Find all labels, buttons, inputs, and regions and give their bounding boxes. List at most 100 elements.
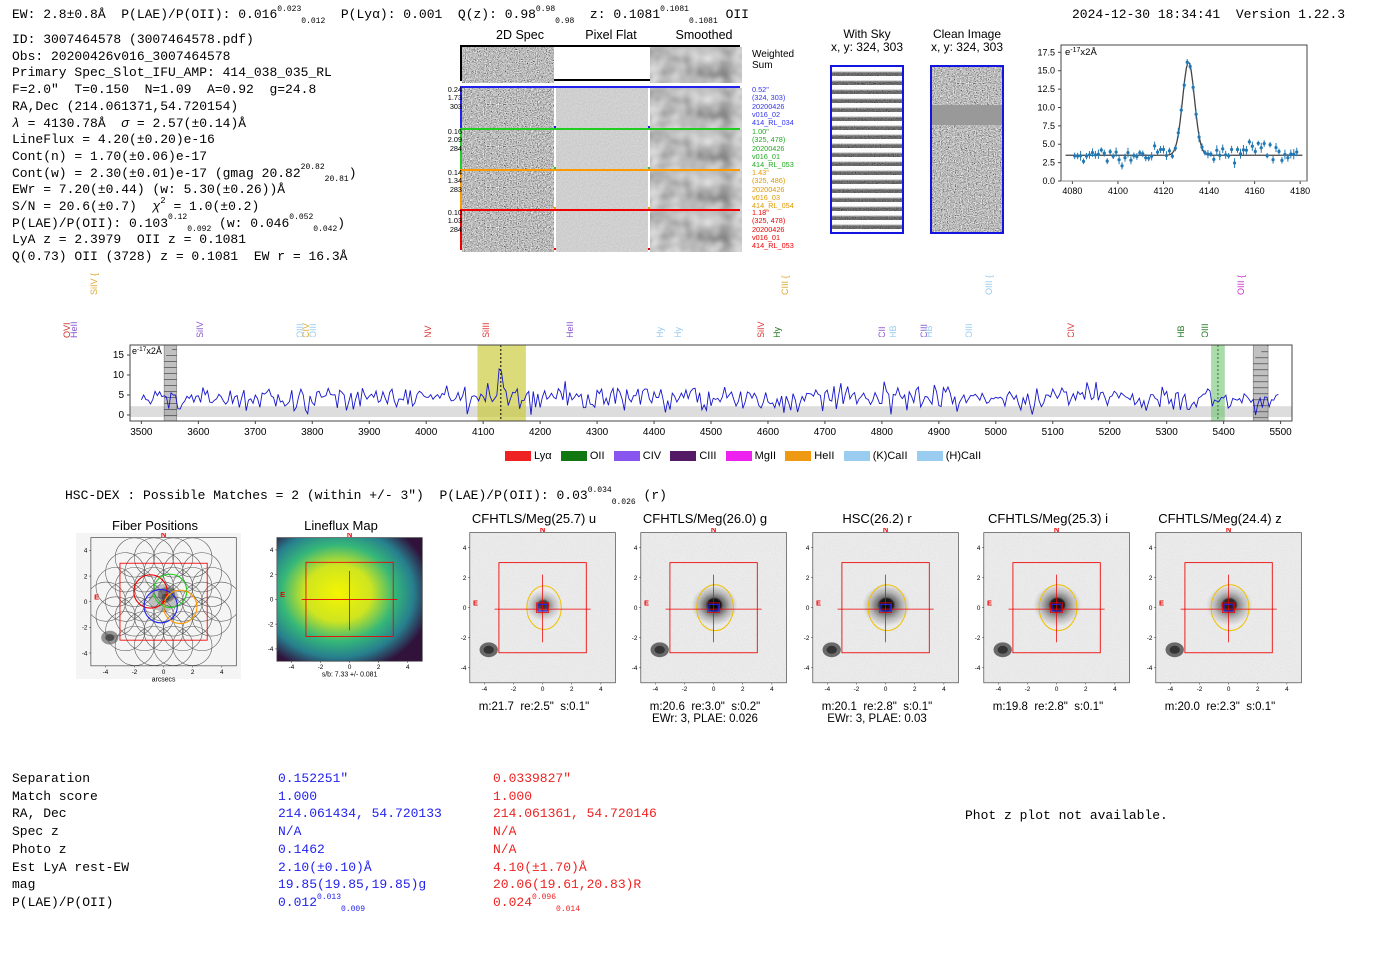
svg-text:0: 0 [162,669,166,676]
svg-text:-2: -2 [132,669,138,676]
svg-text:4900: 4900 [928,427,951,438]
svg-text:5400: 5400 [1213,427,1236,438]
svg-text:-2: -2 [318,664,324,671]
svg-text:-4: -4 [82,650,88,657]
svg-text:N: N [711,528,716,534]
svg-text:N: N [540,528,545,534]
svg-text:4: 4 [1285,686,1289,693]
svg-text:2: 2 [806,575,810,582]
svg-text:0: 0 [463,605,467,612]
svg-text:4600: 4600 [757,427,780,438]
svg-text:E: E [1159,598,1164,607]
svg-text:4800: 4800 [871,427,894,438]
svg-text:-4: -4 [1168,686,1174,693]
svg-text:3900: 3900 [358,427,381,438]
svg-text:-2: -2 [1147,635,1153,642]
svg-text:4: 4 [220,669,224,676]
svg-text:4140: 4140 [1199,186,1219,196]
svg-text:10.0: 10.0 [1037,102,1055,112]
svg-text:-4: -4 [996,686,1002,693]
svg-text:e-17x2Å: e-17x2Å [1065,47,1097,59]
svg-text:5500: 5500 [1269,427,1292,438]
svg-text:0: 0 [270,597,274,604]
svg-text:2: 2 [1084,686,1088,693]
svg-text:0: 0 [634,605,638,612]
svg-text:5300: 5300 [1156,427,1179,438]
svg-text:2: 2 [634,575,638,582]
svg-text:-4: -4 [653,686,659,693]
svg-text:N: N [347,533,352,539]
svg-text:-2: -2 [511,686,517,693]
svg-text:2: 2 [741,686,745,693]
svg-text:-2: -2 [82,625,88,632]
svg-text:-2: -2 [682,686,688,693]
svg-text:E: E [94,592,99,601]
svg-text:3600: 3600 [187,427,210,438]
svg-text:2: 2 [977,575,981,582]
svg-text:arcsecs: arcsecs [152,676,176,683]
svg-text:4: 4 [270,547,274,554]
svg-text:3700: 3700 [244,427,267,438]
svg-text:0: 0 [1227,686,1231,693]
svg-text:-2: -2 [804,635,810,642]
svg-text:4160: 4160 [1245,186,1265,196]
svg-text:+: + [161,597,166,606]
svg-text:4100: 4100 [472,427,495,438]
svg-text:-4: -4 [825,686,831,693]
svg-text:4: 4 [1149,545,1153,552]
svg-text:-2: -2 [854,686,860,693]
svg-text:N: N [883,528,888,534]
svg-text:5100: 5100 [1042,427,1065,438]
svg-text:-4: -4 [289,664,295,671]
svg-text:e-17x2Å: e-17x2Å [132,346,162,357]
svg-text:N: N [1226,528,1231,534]
svg-text:4400: 4400 [643,427,666,438]
svg-text:4: 4 [84,548,88,555]
svg-text:4: 4 [1113,686,1117,693]
svg-text:4500: 4500 [700,427,723,438]
svg-text:5.0: 5.0 [1042,139,1055,149]
svg-text:4000: 4000 [415,427,438,438]
svg-text:4: 4 [463,545,467,552]
svg-text:12.5: 12.5 [1037,84,1055,94]
svg-text:0: 0 [1149,605,1153,612]
svg-text:-2: -2 [461,635,467,642]
svg-text:15.0: 15.0 [1037,66,1055,76]
svg-text:0: 0 [541,686,545,693]
svg-text:E: E [473,598,478,607]
svg-text:N: N [1054,528,1059,534]
svg-text:10: 10 [113,370,125,381]
svg-text:-4: -4 [1147,665,1153,672]
svg-text:-4: -4 [268,646,274,653]
svg-text:0: 0 [1055,686,1059,693]
svg-text:-4: -4 [482,686,488,693]
svg-text:-2: -2 [1197,686,1203,693]
svg-text:-2: -2 [975,635,981,642]
svg-text:4: 4 [770,686,774,693]
svg-text:2: 2 [84,573,88,580]
svg-text:0: 0 [806,605,810,612]
svg-text:2.5: 2.5 [1042,158,1055,168]
svg-text:4: 4 [942,686,946,693]
svg-text:-4: -4 [461,665,467,672]
svg-text:0: 0 [348,664,352,671]
svg-text:3500: 3500 [130,427,153,438]
svg-text:5: 5 [118,390,124,401]
svg-text:0: 0 [118,410,124,421]
svg-text:0.0: 0.0 [1042,176,1055,186]
svg-text:N: N [161,533,166,539]
svg-text:2: 2 [1256,686,1260,693]
svg-text:4120: 4120 [1153,186,1173,196]
svg-text:7.5: 7.5 [1042,121,1055,131]
svg-text:-2: -2 [1025,686,1031,693]
svg-text:4300: 4300 [586,427,609,438]
svg-text:4: 4 [634,545,638,552]
svg-text:0: 0 [712,686,716,693]
svg-text:4700: 4700 [814,427,837,438]
svg-text:4: 4 [977,545,981,552]
svg-text:4: 4 [599,686,603,693]
svg-text:4080: 4080 [1062,186,1082,196]
svg-text:17.5: 17.5 [1037,47,1055,57]
svg-text:4180: 4180 [1290,186,1310,196]
svg-text:3800: 3800 [301,427,324,438]
